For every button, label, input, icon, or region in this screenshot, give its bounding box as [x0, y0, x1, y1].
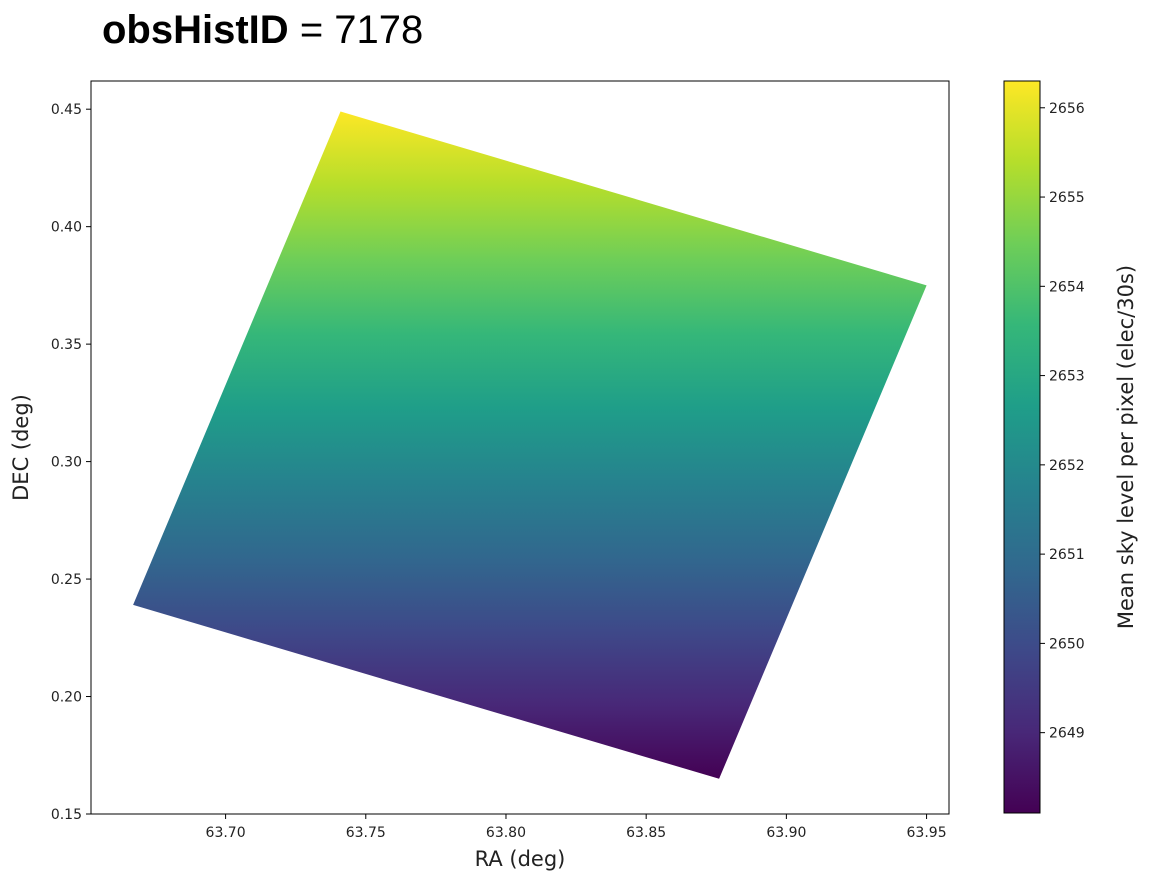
colorbar: 2649 2650 2651 2652 2653 2654 2655 2656 [1003, 80, 1085, 814]
y-tick-label: 0.25 [51, 572, 82, 588]
y-tick-label: 0.30 [51, 455, 82, 471]
title-key: obsHistID [102, 8, 289, 52]
y-tick-label: 0.15 [51, 807, 82, 823]
colorbar-tick-label: 2653 [1049, 369, 1085, 385]
plot-area: 63.70 63.75 63.80 63.85 63.90 63.95 0.150.200… [51, 80, 950, 841]
colorbar-tick-label: 2650 [1049, 636, 1085, 652]
colorbar-tick-label: 2654 [1049, 279, 1085, 295]
y-axis-ticks: 0.15 0.20 0.25 0.30 0.35 0.40 0.45 [51, 102, 91, 823]
y-tick-label: 0.35 [51, 337, 82, 353]
x-axis-ticks: 63.70 63.75 63.80 63.85 63.90 63.95 [206, 814, 947, 841]
x-tick-label: 63.95 [907, 825, 947, 841]
x-axis-label: RA (deg) [475, 847, 566, 871]
x-tick-label: 63.80 [486, 825, 526, 841]
colorbar-ticks: 2649 2650 2651 2652 2653 2654 2655 2656 [1040, 101, 1085, 742]
x-tick-label: 63.75 [346, 825, 386, 841]
y-axis-label: DEC (deg) [9, 394, 33, 501]
title-value: 7178 [334, 8, 424, 52]
colorbar-tick-label: 2651 [1049, 547, 1085, 563]
page-title: obsHistID = 7178 [102, 8, 423, 53]
title-equals: = [299, 8, 324, 52]
axes-frame [90, 80, 950, 815]
x-tick-label: 63.90 [766, 825, 806, 841]
x-tick-label: 63.70 [206, 825, 246, 841]
colorbar-label: Mean sky level per pixel (elec/30s) [1114, 265, 1138, 629]
colorbar-tick-label: 2655 [1049, 190, 1085, 206]
colorbar-tick-label: 2649 [1049, 726, 1085, 742]
y-tick-label: 0.20 [51, 690, 82, 706]
y-tick-label: 0.40 [51, 220, 82, 236]
colorbar-gradient-bar [1003, 80, 1041, 814]
sky-level-region [133, 111, 927, 779]
y-tick-label: 0.45 [51, 102, 82, 118]
colorbar-tick-label: 2656 [1049, 101, 1085, 117]
colorbar-tick-label: 2652 [1049, 458, 1085, 474]
x-tick-label: 63.85 [626, 825, 666, 841]
